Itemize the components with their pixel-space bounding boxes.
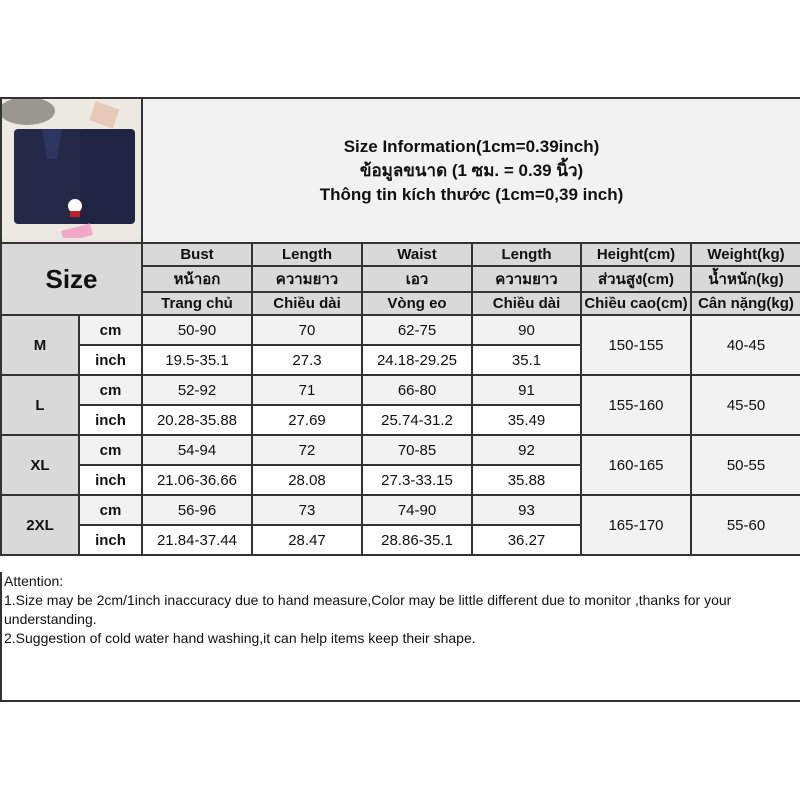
col-header-th: เอว: [361, 265, 473, 293]
inch-value: 21.06-36.66: [141, 464, 253, 496]
col-header-en: Height(cm): [580, 242, 692, 267]
cm-value: 91: [471, 374, 582, 406]
title-th: ข้อมูลขนาด (1 ซม. = 0.39 นิ้ว): [359, 160, 584, 180]
inch-value: 19.5-35.1: [141, 344, 253, 376]
col-header-en: Bust: [141, 242, 253, 267]
size-info-title: Size Information(1cm=0.39inch) ข้อมูลขนา…: [141, 97, 800, 244]
cm-value: 71: [251, 374, 363, 406]
cm-value: 50-90: [141, 314, 253, 346]
table-row-inch: inch 19.5-35.1 27.3 24.18-29.25 35.1: [1, 344, 800, 376]
inch-value: 28.86-35.1: [361, 524, 473, 556]
col-header-vi: Cân nặng(kg): [690, 291, 800, 316]
table-row-cm: 2XL cm 56-96 73 74-90 93 165-170 55-60: [0, 494, 800, 556]
size-header: Size: [0, 242, 143, 316]
inch-value: 28.08: [251, 464, 363, 496]
inch-value: 27.69: [251, 404, 363, 436]
cm-value: 52-92: [141, 374, 253, 406]
inch-value: 25.74-31.2: [361, 404, 473, 436]
inch-value: 27.3: [251, 344, 363, 376]
unit-label: cm: [78, 314, 143, 346]
attention-heading: Attention:: [4, 573, 64, 589]
inch-value: 28.47: [251, 524, 363, 556]
table-row-inch: inch 20.28-35.88 27.69 25.74-31.2 35.49: [1, 404, 800, 436]
col-header-en: Weight(kg): [690, 242, 800, 267]
inch-value: 20.28-35.88: [141, 404, 253, 436]
size-label: XL: [0, 434, 80, 496]
height-range: 160-165: [580, 434, 692, 496]
cm-value: 54-94: [141, 434, 253, 466]
height-range: 150-155: [580, 314, 692, 376]
weight-range: 40-45: [690, 314, 800, 376]
product-photo: [0, 97, 143, 244]
table-row-cm: XL cm 54-94 72 70-85 92 160-165 50-55: [0, 434, 800, 496]
col-header-vi: Chiều cao(cm): [580, 291, 692, 316]
attention-notes: Attention: 1.Size may be 2cm/1inch inacc…: [0, 572, 800, 702]
size-label: L: [0, 374, 80, 436]
pajama-image-icon: [3, 100, 140, 241]
inch-value: 35.49: [471, 404, 582, 436]
unit-label: inch: [78, 404, 143, 436]
cm-value: 93: [471, 494, 582, 526]
col-header-vi: Vòng eo: [361, 291, 473, 316]
cm-value: 72: [251, 434, 363, 466]
col-header-en: Length: [251, 242, 363, 267]
unit-label: inch: [78, 524, 143, 556]
size-label: 2XL: [0, 494, 80, 556]
height-range: 155-160: [580, 374, 692, 436]
unit-label: cm: [78, 374, 143, 406]
cm-value: 70-85: [361, 434, 473, 466]
inch-value: 35.1: [471, 344, 582, 376]
cm-value: 73: [251, 494, 363, 526]
cm-value: 56-96: [141, 494, 253, 526]
col-header-vi: Trang chủ: [141, 291, 253, 316]
weight-range: 45-50: [690, 374, 800, 436]
unit-label: cm: [78, 434, 143, 466]
col-header-th: ความยาว: [251, 265, 363, 293]
attention-note: 1.Size may be 2cm/1inch inaccuracy due t…: [4, 592, 732, 627]
title-en: Size Information(1cm=0.39inch): [343, 136, 600, 156]
col-header-vi: Chiều dài: [471, 291, 582, 316]
size-label: M: [0, 314, 80, 376]
inch-value: 21.84-37.44: [141, 524, 253, 556]
inch-value: 35.88: [471, 464, 582, 496]
weight-range: 50-55: [690, 434, 800, 496]
unit-label: inch: [78, 464, 143, 496]
cm-value: 90: [471, 314, 582, 346]
inch-value: 36.27: [471, 524, 582, 556]
attention-note: 2.Suggestion of cold water hand washing,…: [4, 630, 476, 646]
col-header-vi: Chiều dài: [251, 291, 363, 316]
size-chart-table: Size Information(1cm=0.39inch) ข้อมูลขนา…: [0, 97, 800, 556]
col-header-en: Waist: [361, 242, 473, 267]
table-row-inch: inch 21.06-36.66 28.08 27.3-33.15 35.88: [1, 464, 800, 496]
cm-value: 70: [251, 314, 363, 346]
col-header-th: หน้าอก: [141, 265, 253, 293]
unit-label: cm: [78, 494, 143, 526]
cm-value: 66-80: [361, 374, 473, 406]
inch-value: 27.3-33.15: [361, 464, 473, 496]
col-header-en: Length: [471, 242, 582, 267]
col-header-th: ความยาว: [471, 265, 582, 293]
col-header-th: ส่วนสูง(cm): [580, 265, 692, 293]
cm-value: 74-90: [361, 494, 473, 526]
inch-value: 24.18-29.25: [361, 344, 473, 376]
table-row-inch: inch 21.84-37.44 28.47 28.86-35.1 36.27: [1, 524, 800, 556]
unit-label: inch: [78, 344, 143, 376]
title-vi: Thông tin kích thước (1cm=0,39 inch): [319, 184, 624, 204]
weight-range: 55-60: [690, 494, 800, 556]
col-header-th: น้ำหนัก(kg): [690, 265, 800, 293]
cm-value: 92: [471, 434, 582, 466]
cm-value: 62-75: [361, 314, 473, 346]
height-range: 165-170: [580, 494, 692, 556]
